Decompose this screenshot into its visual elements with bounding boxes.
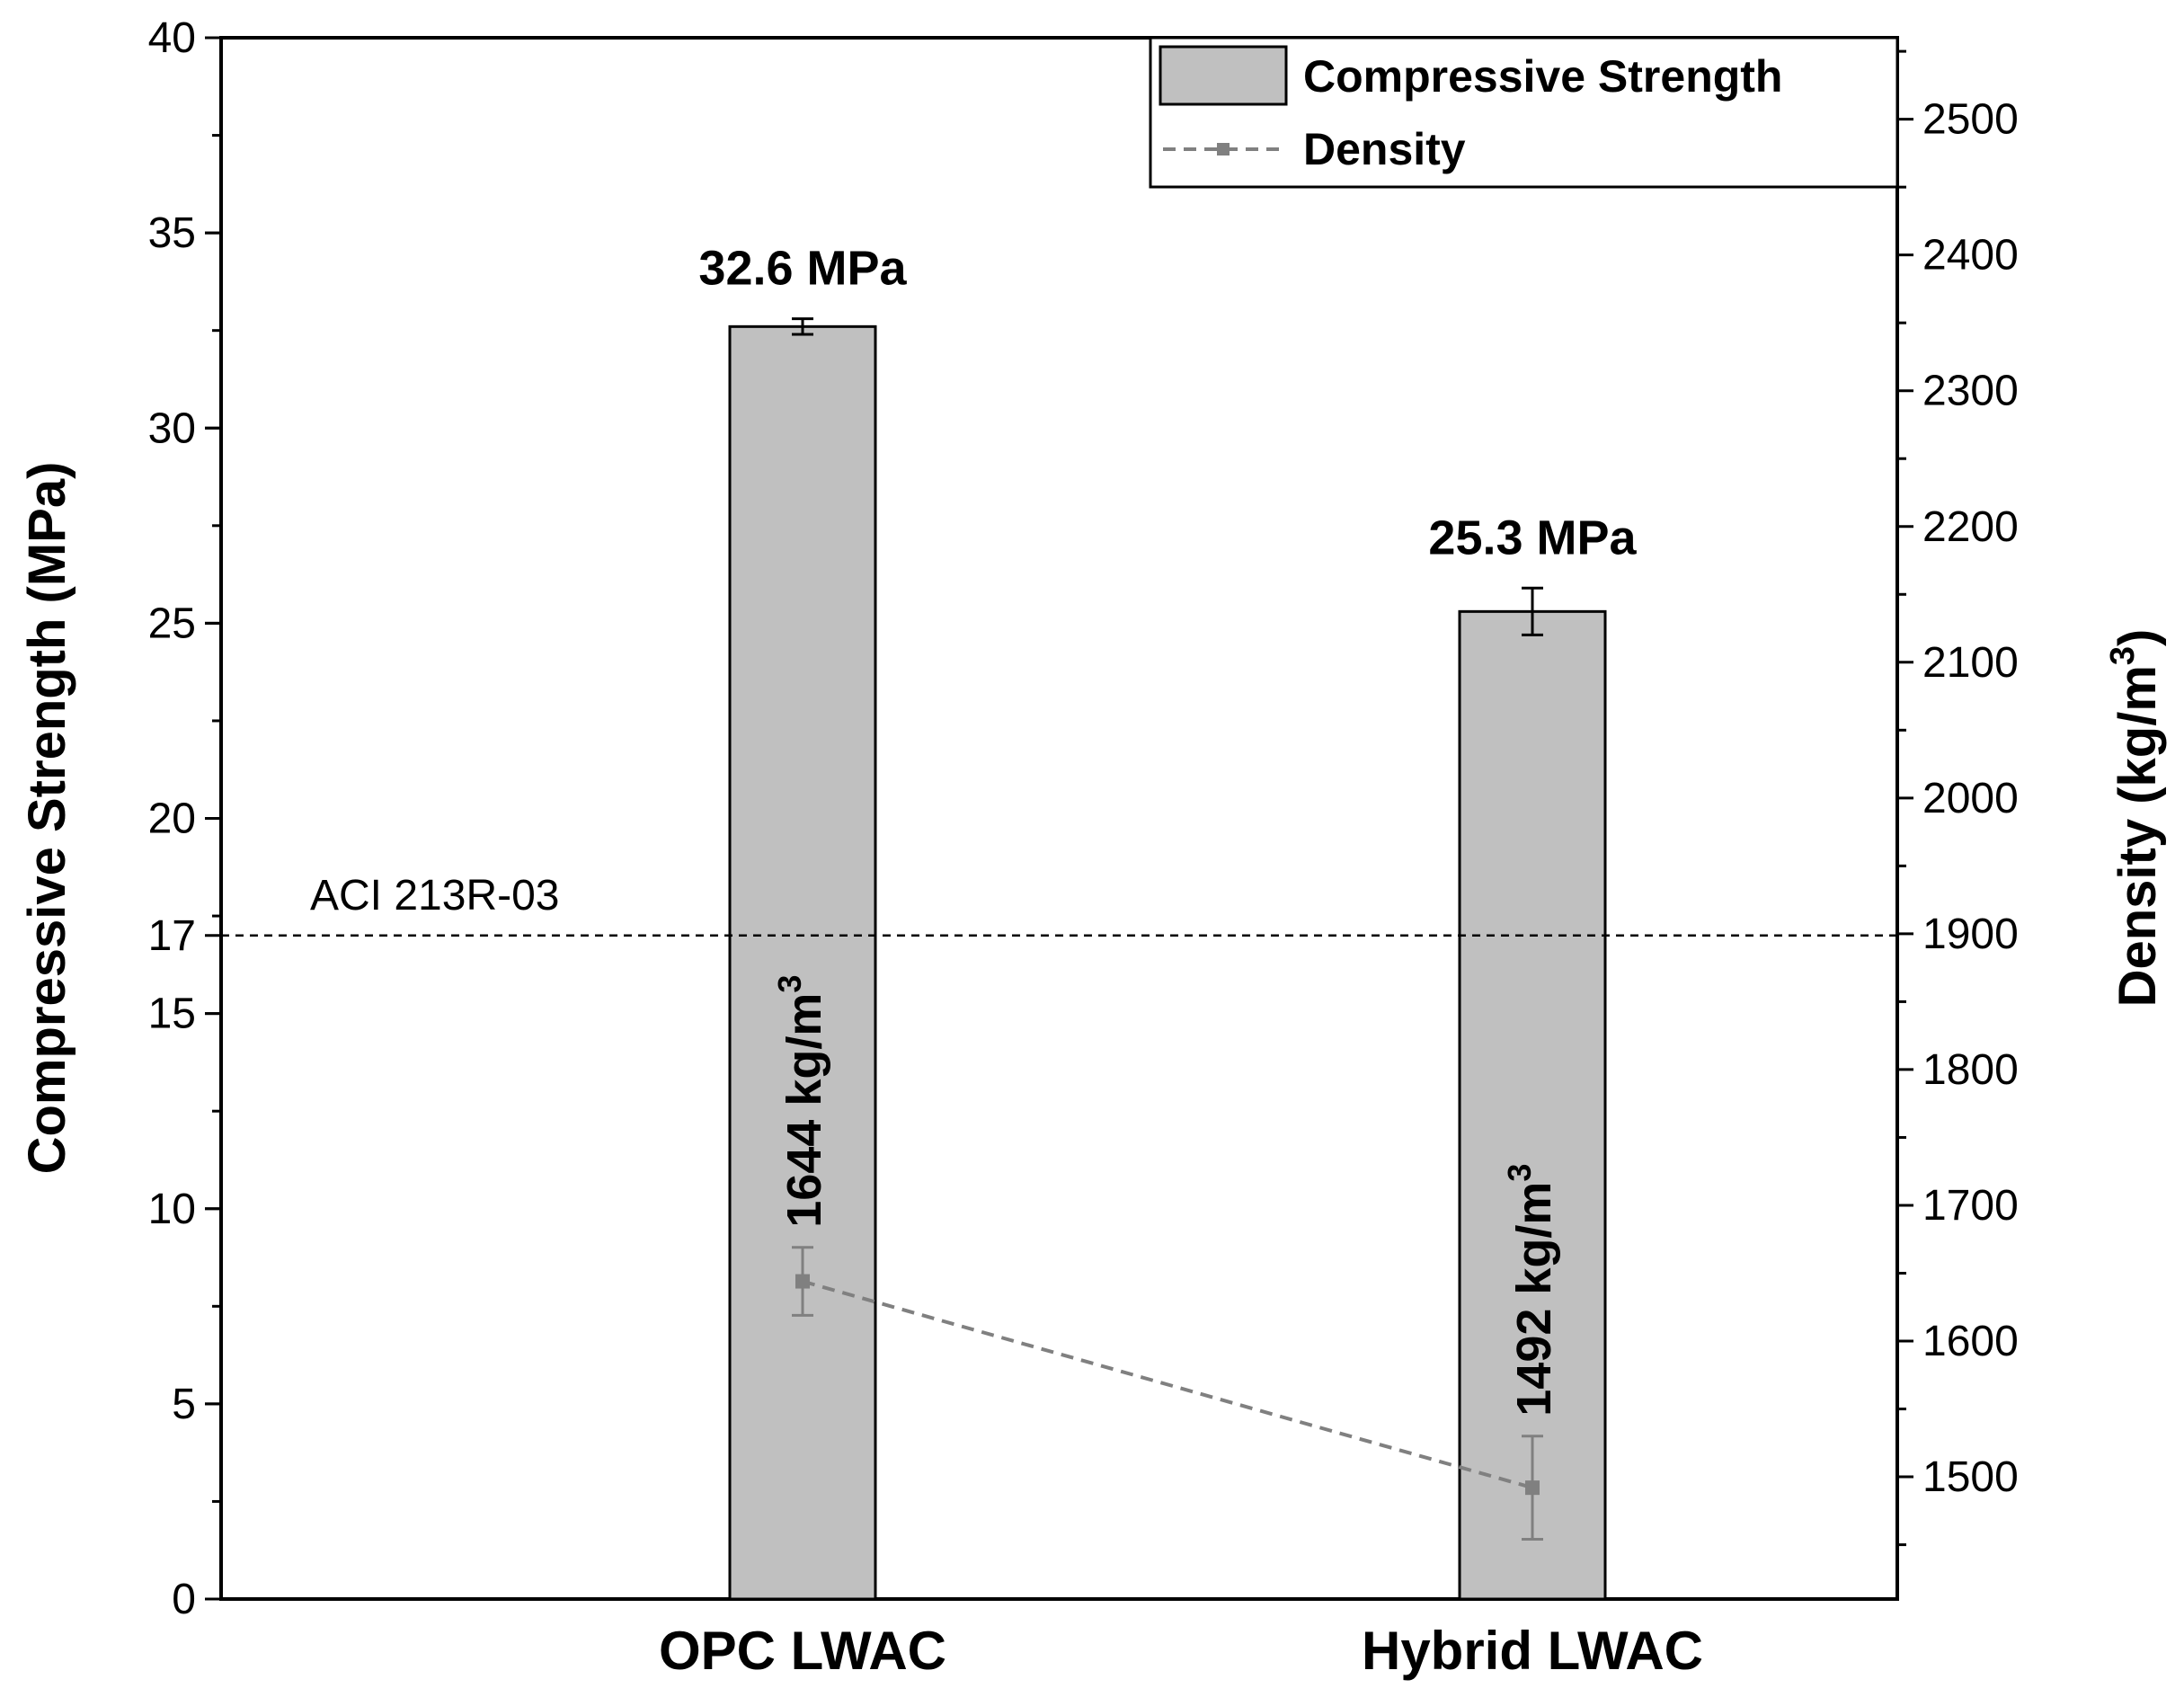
right-tick-label: 1500 <box>1922 1453 2019 1501</box>
right-axis-title-sup: 3 <box>2104 646 2142 665</box>
left-axis-ticks: 0 5 10 15 20 25 30 35 40 17 <box>148 14 221 1623</box>
left-tick-label: 35 <box>148 209 196 257</box>
right-tick-label: 2300 <box>1922 368 2019 415</box>
right-tick-label: 2100 <box>1922 639 2019 687</box>
density-label-hybrid: 1492 kg/m3 <box>1501 1164 1561 1417</box>
legend-label-density: Density <box>1303 124 1466 174</box>
right-tick-label: 2500 <box>1922 96 2019 144</box>
plot-frame <box>219 36 1899 1601</box>
left-axis-title: Compressive Strength (MPa) <box>18 462 76 1175</box>
legend: Compressive Strength Density <box>1149 36 1899 189</box>
density-line <box>802 1279 1533 1490</box>
right-axis-title: Density (kg/m3) <box>2104 629 2167 1008</box>
density-label-opc: 1644 kg/m3 <box>771 975 831 1228</box>
density-label-opc-sup: 3 <box>771 975 808 993</box>
left-tick-label: 20 <box>148 795 196 843</box>
left-tick-label: 5 <box>172 1381 196 1428</box>
bar-value-label-opc: 32.6 MPa <box>698 242 907 296</box>
right-tick-label: 2400 <box>1922 232 2019 280</box>
category-label-hybrid: Hybrid LWAC <box>1362 1621 1703 1681</box>
reference-line-label: ACI 213R-03 <box>310 872 559 920</box>
right-tick-label: 1800 <box>1922 1046 2019 1094</box>
left-tick-label: 25 <box>148 600 196 647</box>
density-marker <box>1525 1480 1540 1496</box>
legend-bar-swatch <box>1159 45 1288 106</box>
density-series <box>792 1246 1543 1542</box>
bar <box>1458 609 1607 1601</box>
density-label-hybrid-sup: 3 <box>1501 1164 1538 1182</box>
density-label-opc-text: 1644 kg/m <box>777 993 831 1228</box>
legend-density-marker <box>1217 143 1230 155</box>
left-tick-label: 0 <box>172 1576 196 1623</box>
compressive-strength-bars <box>728 317 1607 1601</box>
left-tick-label: 10 <box>148 1186 196 1233</box>
bar-value-label-hybrid: 25.3 MPa <box>1428 511 1637 564</box>
right-tick-label: 1900 <box>1922 911 2019 958</box>
right-axis-title-main: Density (kg/m <box>2109 665 2167 1007</box>
density-marker <box>795 1274 810 1289</box>
right-axis-title-close: ) <box>2109 629 2167 646</box>
left-tick-label: 40 <box>148 14 196 62</box>
bar <box>728 324 877 1601</box>
right-tick-label: 2000 <box>1922 775 2019 822</box>
right-tick-label: 2200 <box>1922 503 2019 551</box>
right-axis-ticks: 1500 1600 1700 1800 1900 2000 2100 2200 2300 2400… <box>1897 49 2019 1547</box>
right-tick-label: 1600 <box>1922 1318 2019 1365</box>
legend-label-strength: Compressive Strength <box>1303 51 1782 102</box>
left-tick-label: 30 <box>148 404 196 452</box>
category-label-opc: OPC LWAC <box>659 1621 946 1681</box>
density-label-hybrid-text: 1492 kg/m <box>1507 1182 1561 1417</box>
right-tick-label: 1700 <box>1922 1182 2019 1230</box>
left-tick-label: 17 <box>148 912 196 960</box>
left-tick-label: 15 <box>148 991 196 1038</box>
